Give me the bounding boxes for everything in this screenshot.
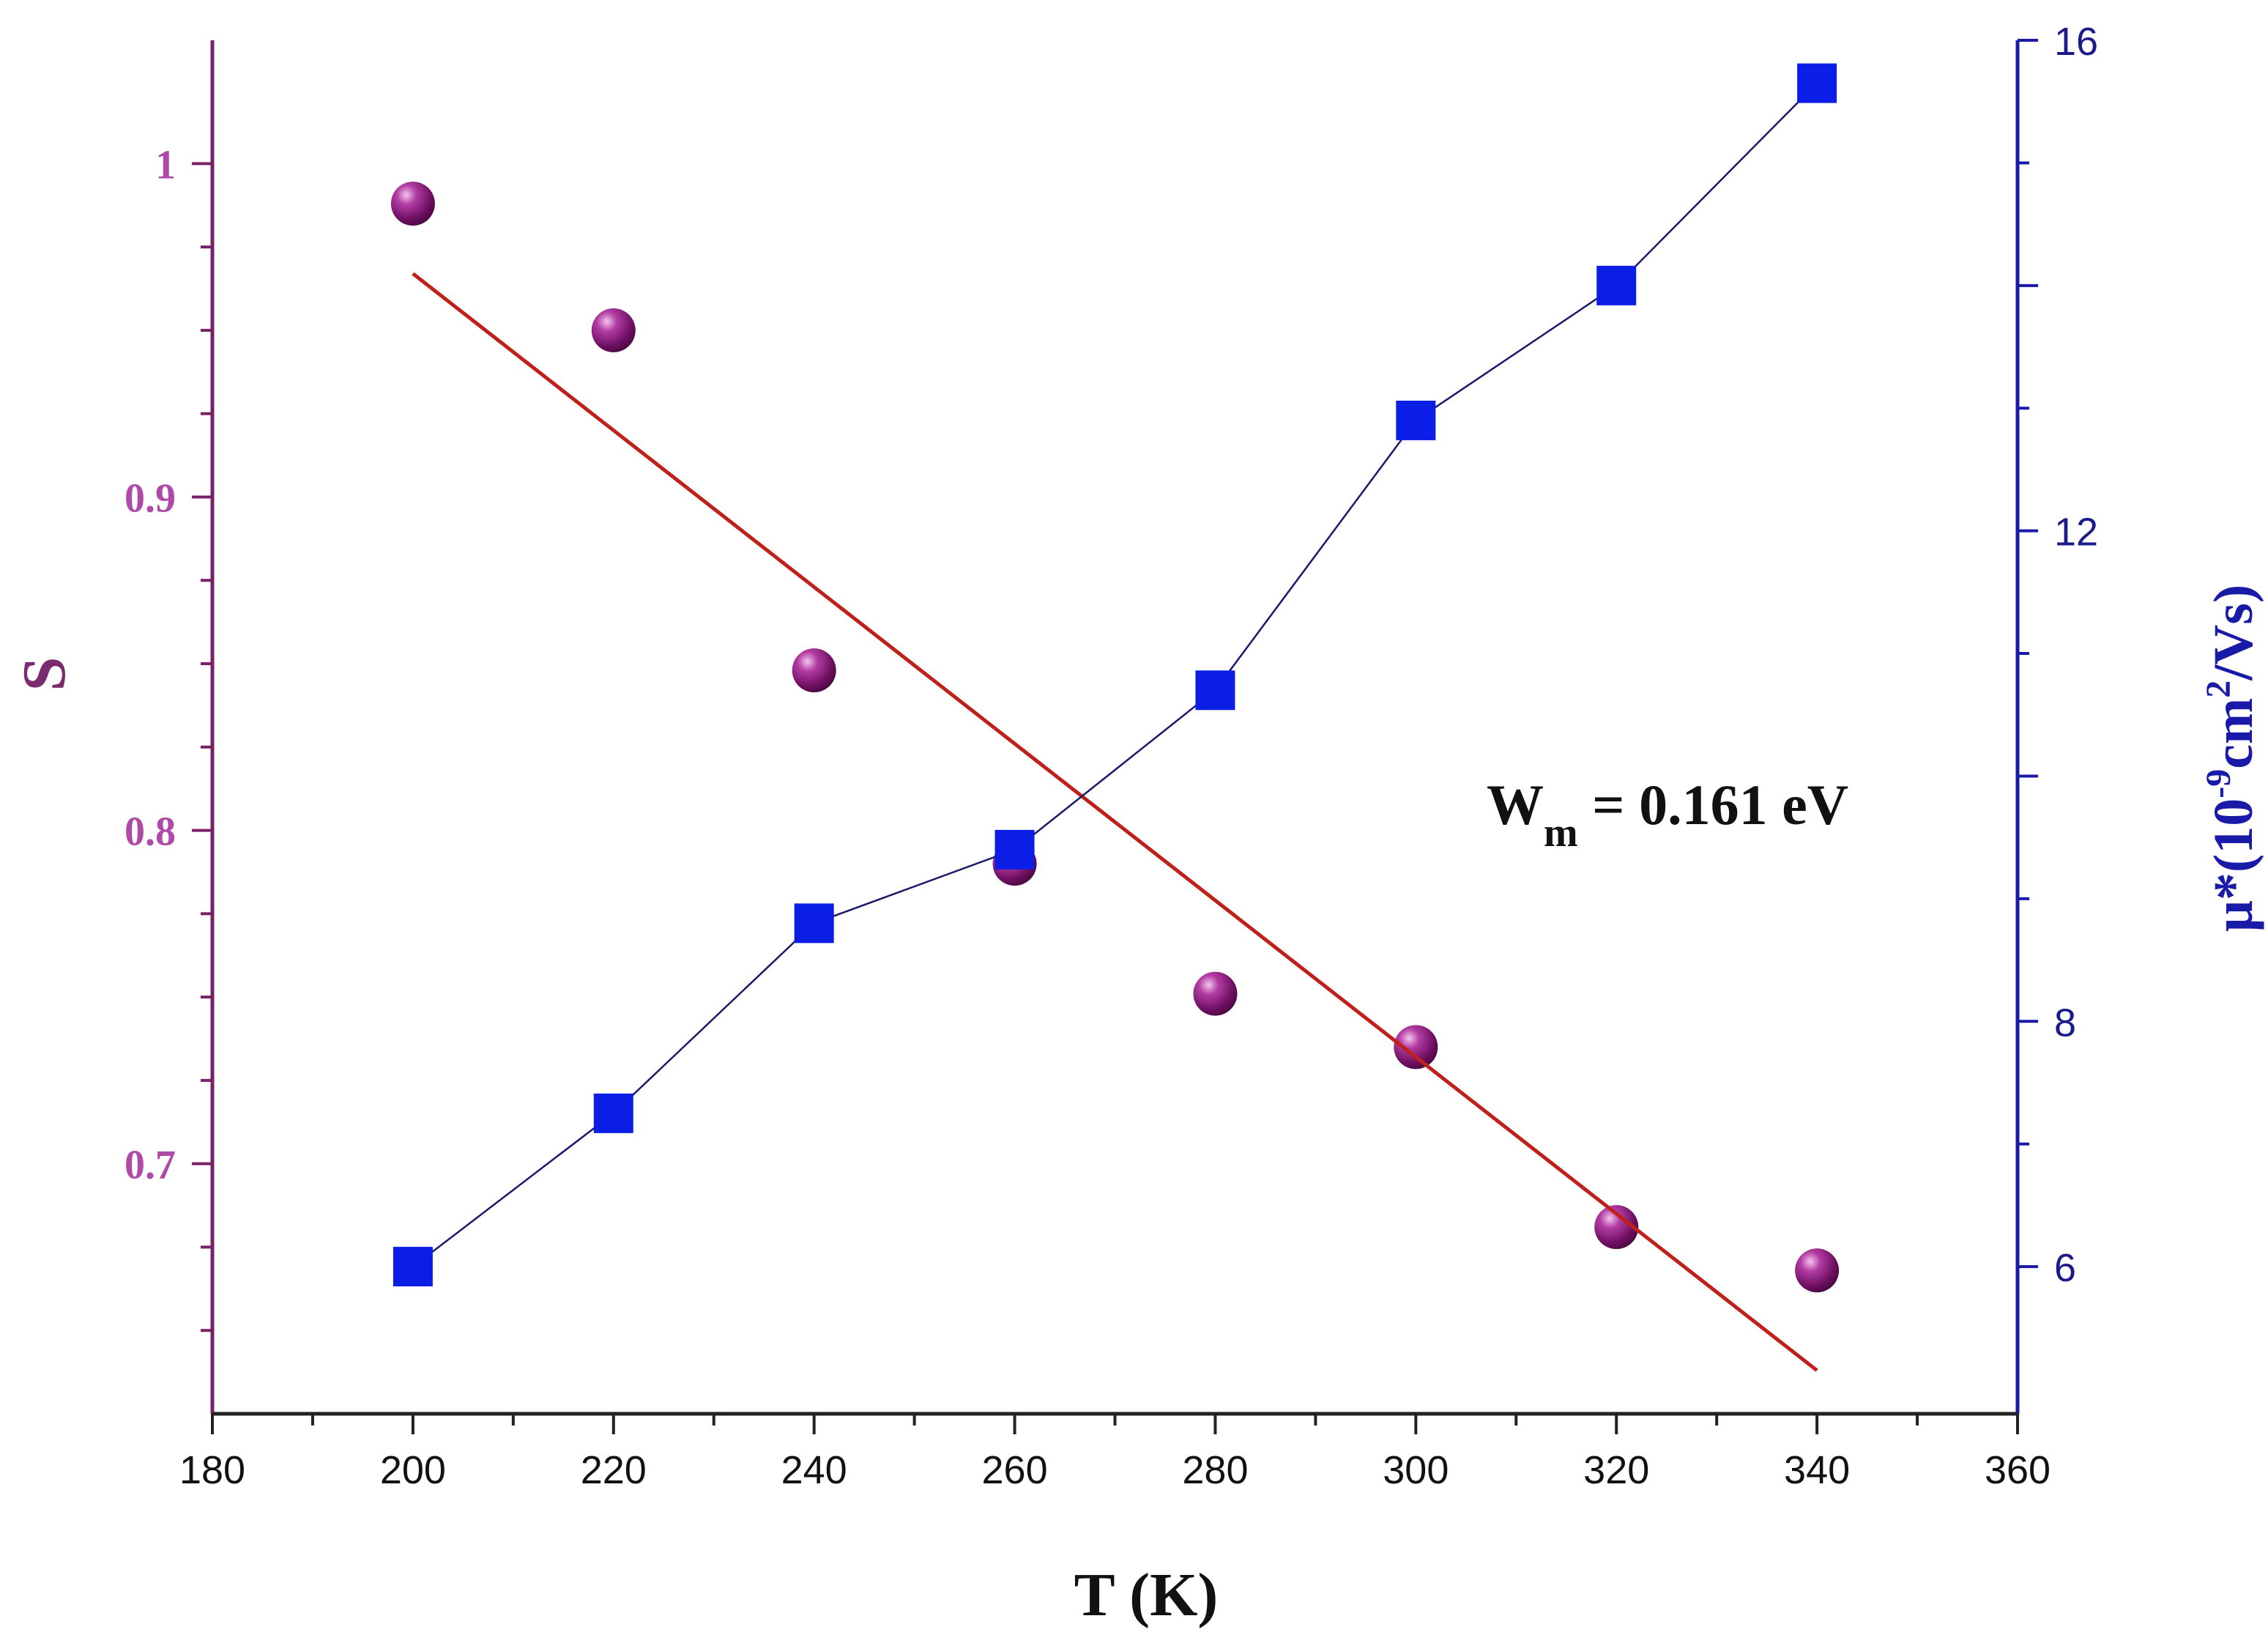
seebeck-sphere-point [1394,1025,1438,1069]
mobility-square-point [593,1093,633,1133]
mobility-square-point [994,829,1035,870]
y-right-tick-label: 16 [2054,20,2098,64]
y-axis-right-title-exp1: -9 [2199,769,2238,798]
y-axis-right-title-exp2: 2 [2199,681,2238,698]
mobility-square-point [1596,265,1637,305]
x-axis-title: T (K) [1074,1561,1219,1629]
y-axis-left-title: S [10,657,78,692]
mobility-square-point [1396,400,1436,440]
annotation-sub: m [1544,810,1578,856]
y-right-tick-label: 8 [2054,1001,2076,1045]
y-axis-right-title-mid: cm [2203,698,2264,769]
axis-labels: T (K) S μ*(10-9cm2/Vs) Wm = 0.161 eV [10,585,2264,1629]
x-tick-label: 240 [781,1448,847,1492]
seebeck-sphere-point [591,308,636,352]
x-tick-label: 300 [1383,1448,1449,1492]
seebeck-sphere-point [390,181,435,226]
seebeck-sphere-point [1594,1205,1639,1250]
y-right-tick-label: 12 [2054,511,2098,555]
seebeck-sphere-point [1193,971,1238,1016]
x-tick-label: 360 [1985,1448,2051,1492]
y-left-tick-label: 1 [155,142,176,188]
x-tick-label: 280 [1182,1448,1248,1492]
y-left-tick-label: 0.8 [124,809,176,855]
x-tick-label: 180 [179,1448,245,1492]
x-tick-label: 220 [581,1448,647,1492]
axes: 180 200 220 240 260 280 300 320 340 360 0.7 0.8 0.9 1… [124,20,2098,1492]
y-right-tick-label: 6 [2054,1246,2076,1290]
y-left-tick-label: 0.7 [124,1143,176,1188]
annotation-wm: Wm = 0.161 eV [1487,773,1848,856]
x-tick-label: 320 [1583,1448,1649,1492]
annotation-rest: = 0.161 eV [1578,773,1848,837]
x-tick-label: 200 [380,1448,446,1492]
mobility-square-point [794,903,834,943]
plot-area [390,63,1840,1372]
y-left-tick-label: 0.9 [124,475,176,521]
x-tick-label: 340 [1784,1448,1850,1492]
y-axis-right-title-suffix: /Vs) [2203,585,2264,681]
y-axis-right-title: μ*(10-9cm2/Vs) [2199,585,2264,932]
seebeck-sphere-point [1795,1248,1840,1293]
y-axis-right-title-prefix: μ*(10 [2203,798,2264,932]
fit-line [412,272,1818,1372]
mobility-square-point [1797,63,1837,103]
mobility-connector-line [412,82,1818,1268]
mobility-square-point [1195,670,1235,711]
mobility-square-point [393,1247,433,1287]
seebeck-sphere-point [792,648,836,693]
x-tick-label: 260 [982,1448,1048,1492]
annotation-main: W [1487,773,1544,837]
